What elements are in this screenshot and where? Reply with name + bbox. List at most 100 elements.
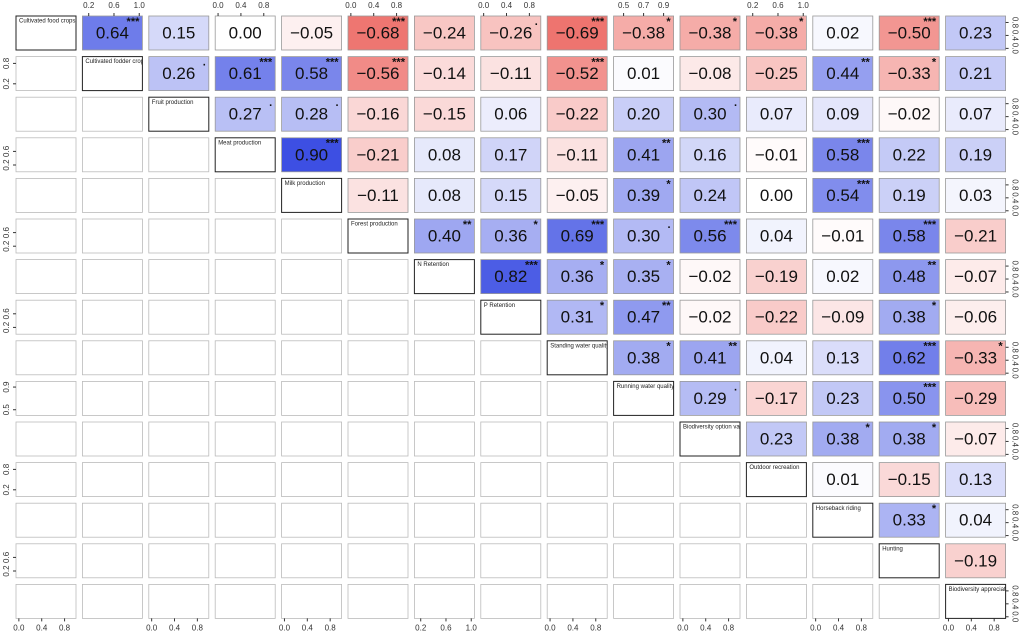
scatter-panel	[413, 502, 475, 538]
significance-stars: *	[666, 178, 671, 190]
scatter-panel	[148, 380, 210, 416]
tick-label: 0.4	[700, 624, 712, 633]
correlation-cell	[812, 137, 874, 173]
significance-stars: *	[600, 260, 605, 272]
scatter-panel	[214, 502, 276, 538]
scatter-panel	[148, 259, 210, 295]
variable-name: Standing water quality	[550, 343, 609, 349]
significance-stars: ***	[392, 16, 406, 28]
significance-stars: **	[662, 138, 671, 150]
significance-stars: *	[600, 300, 605, 312]
correlation-cell	[480, 56, 542, 91]
tick-label: 0.0	[544, 624, 556, 633]
correlation-label: −0.06	[954, 308, 997, 327]
scatter-panel	[480, 421, 542, 457]
correlation-cell	[613, 218, 674, 254]
correlation-cell	[812, 259, 874, 295]
correlation-cell	[148, 15, 210, 51]
correlation-label: 0.36	[561, 267, 594, 286]
scatter-panel	[347, 584, 409, 619]
diagonal-panel	[945, 583, 1007, 619]
correlation-cell	[546, 218, 608, 254]
tick-label: 0.0	[1010, 124, 1019, 136]
scatter-panel	[613, 462, 674, 498]
tick-label: 0.5	[618, 1, 630, 10]
variable-name: N Retention	[417, 262, 449, 268]
scatter-panel	[347, 299, 409, 335]
correlation-label: −0.02	[688, 267, 731, 286]
correlation-label: 0.00	[229, 23, 262, 42]
variable-name: Biodiversity option value	[683, 425, 748, 431]
correlation-label: 0.19	[893, 186, 926, 205]
significance-stars: ***	[127, 16, 141, 28]
tick-label: 0.4	[1010, 273, 1019, 285]
diagonal-panel	[413, 259, 475, 295]
tick-label: 0.8	[2, 463, 11, 475]
scatter-panel	[82, 421, 143, 457]
correlation-cell	[679, 299, 741, 335]
correlation-cell	[148, 56, 210, 91]
significance-stars: ***	[392, 57, 406, 69]
scatter-panel	[413, 421, 475, 457]
correlation-cell	[413, 96, 475, 132]
significance-stars: *	[799, 16, 804, 28]
scatter-panel	[546, 543, 608, 579]
scatter-panel	[413, 543, 475, 579]
correlation-cell	[347, 177, 409, 213]
scatter-panel	[281, 421, 343, 457]
diagonal-panel	[613, 380, 675, 416]
correlation-cell	[546, 177, 608, 213]
correlation-label: 0.02	[826, 267, 859, 286]
correlation-label: −0.08	[688, 64, 731, 83]
scatter-panel	[214, 462, 276, 498]
significance-stars: ***	[259, 57, 273, 69]
diagonal-panel	[878, 543, 940, 579]
tick-label: 0.0	[1010, 286, 1019, 298]
correlation-label: 0.90	[295, 145, 328, 164]
correlation-label: 0.20	[627, 105, 660, 124]
scatter-panel	[413, 380, 475, 416]
scatter-panel	[413, 462, 475, 498]
significance-stars: *	[666, 16, 671, 28]
correlation-label: −0.16	[356, 105, 399, 124]
correlation-cell	[82, 15, 143, 51]
correlation-cell	[281, 96, 343, 132]
significance-stars: .	[535, 16, 538, 28]
correlation-label: 0.62	[893, 348, 926, 367]
correlation-cell	[347, 15, 409, 51]
significance-stars: .	[203, 57, 206, 69]
tick-label: 0.4	[169, 624, 181, 633]
correlation-cell	[613, 96, 674, 132]
correlation-cell	[812, 56, 874, 91]
significance-stars: ***	[724, 219, 738, 231]
correlation-label: −0.21	[356, 145, 399, 164]
correlation-label: 0.38	[893, 429, 926, 448]
correlation-label: 0.82	[494, 267, 527, 286]
correlation-cell	[613, 15, 674, 51]
correlation-cell	[812, 15, 874, 51]
scatter-panel	[281, 502, 343, 538]
correlation-label: 0.04	[760, 348, 793, 367]
tick-label: 0.0	[1010, 449, 1019, 461]
scatter-panel	[546, 584, 608, 619]
correlation-label: −0.17	[755, 389, 798, 408]
correlation-label: 0.61	[229, 64, 262, 83]
scatter-panel	[746, 502, 807, 538]
significance-stars: *	[932, 503, 937, 515]
correlation-label: 0.41	[693, 348, 726, 367]
significance-stars: ***	[857, 138, 871, 150]
correlation-cell	[878, 421, 940, 457]
tick-label: 0.8	[192, 624, 204, 633]
significance-stars: **	[861, 57, 870, 69]
correlation-cell	[746, 259, 807, 295]
scatter-panel	[546, 462, 608, 498]
scatter-panel	[82, 137, 143, 173]
correlation-cell	[746, 15, 807, 51]
scatter-panel	[480, 380, 542, 416]
diagonal-panel	[480, 299, 542, 335]
correlation-label: −0.38	[755, 23, 798, 42]
correlation-cell	[214, 96, 276, 132]
significance-stars: ***	[591, 219, 605, 231]
tick-label: 0.0	[943, 624, 955, 633]
correlation-label: 0.26	[162, 64, 195, 83]
